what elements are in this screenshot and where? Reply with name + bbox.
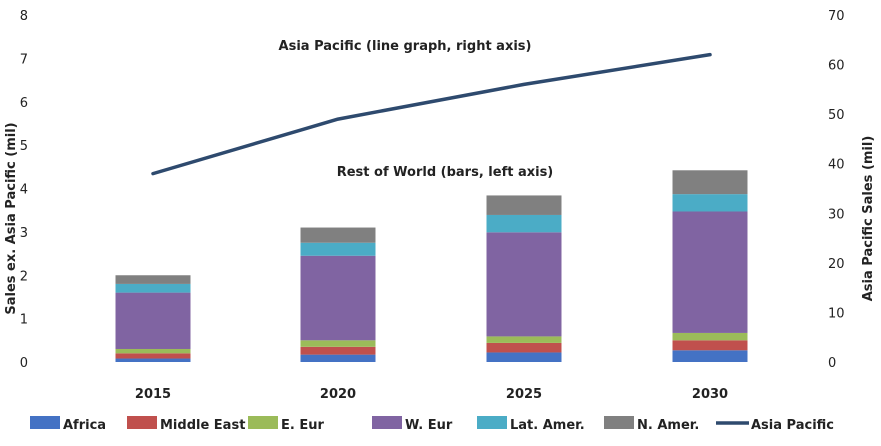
x-tick-label-2030: 2030 — [692, 387, 728, 402]
right-tick-label: 30 — [828, 207, 845, 222]
annotation-line: Asia Pacific (line graph, right axis) — [279, 39, 532, 54]
right-tick-label: 70 — [828, 9, 845, 24]
bar-segment-middle-east-2020 — [301, 347, 376, 355]
legend-label: Africa — [63, 418, 106, 433]
right-axis: 0 10 20 30 40 50 60 70 Asia Pacific Sales (mil) — [828, 9, 876, 371]
right-tick-label: 0 — [828, 356, 836, 371]
legend-label: E. Eur — [281, 418, 324, 433]
left-tick-label: 6 — [20, 96, 28, 111]
bar-segment-middle-east-2025 — [487, 343, 562, 353]
right-tick-label: 60 — [828, 59, 845, 74]
bar-segment-africa-2025 — [487, 352, 562, 362]
legend-swatch-w-eur — [372, 416, 402, 429]
bar-segment-africa-2020 — [301, 355, 376, 362]
left-tick-label: 4 — [20, 183, 28, 198]
left-axis: 0 1 2 3 4 5 6 7 8 Sales ex. Asia Pacific (mil) — [4, 9, 28, 371]
bar-segment-n-amer-2030 — [673, 170, 748, 194]
bar-segment-africa-2030 — [673, 350, 748, 362]
bar-layer — [116, 170, 748, 362]
bar-segment-e-eur-2025 — [487, 336, 562, 343]
x-axis: 2015 2020 2025 2030 — [135, 387, 728, 402]
right-tick-label: 10 — [828, 306, 845, 321]
bar-segment-w-eur-2020 — [301, 256, 376, 341]
legend: Africa Middle East E. Eur W. Eur Lat. Amer. N… — [30, 416, 834, 433]
legend-label: N. Amer. — [637, 418, 699, 433]
left-tick-label: 7 — [20, 52, 28, 67]
bar-segment-africa-2015 — [116, 359, 191, 362]
annotation-bars: Rest of World (bars, left axis) — [337, 165, 554, 180]
legend-swatch-e-eur — [248, 416, 278, 429]
bar-segment-w-eur-2025 — [487, 232, 562, 336]
left-tick-label: 2 — [20, 269, 28, 284]
bar-segment-middle-east-2030 — [673, 340, 748, 350]
bar-segment-w-eur-2015 — [116, 293, 191, 349]
legend-swatch-middle-east — [127, 416, 157, 429]
right-tick-label: 40 — [828, 158, 845, 173]
left-axis-title: Sales ex. Asia Pacific (mil) — [4, 122, 19, 314]
legend-label: Lat. Amer. — [510, 418, 585, 433]
right-tick-label: 50 — [828, 108, 845, 123]
bar-segment-w-eur-2030 — [673, 211, 748, 332]
legend-label: Middle East — [160, 418, 245, 433]
left-tick-label: 0 — [20, 356, 28, 371]
bar-segment-e-eur-2015 — [116, 349, 191, 353]
left-tick-label: 1 — [20, 313, 28, 328]
annotations: Asia Pacific (line graph, right axis) Res… — [279, 39, 554, 180]
legend-label: Asia Pacific — [751, 418, 834, 433]
bar-segment-n-amer-2020 — [301, 228, 376, 243]
x-tick-label-2020: 2020 — [320, 387, 356, 402]
left-tick-label: 5 — [20, 139, 28, 154]
x-tick-label-2025: 2025 — [506, 387, 542, 402]
bar-segment-lat-amer-2025 — [487, 215, 562, 232]
bar-segment-e-eur-2030 — [673, 333, 748, 340]
legend-swatch-n-amer — [604, 416, 634, 429]
legend-swatch-lat-amer — [477, 416, 507, 429]
legend-swatch-africa — [30, 416, 60, 429]
legend-label: W. Eur — [405, 418, 453, 433]
line-layer — [153, 55, 710, 174]
x-tick-label-2015: 2015 — [135, 387, 171, 402]
bar-segment-middle-east-2015 — [116, 353, 191, 358]
line-asia-pacific — [153, 55, 710, 174]
bar-segment-lat-amer-2030 — [673, 194, 748, 211]
right-tick-label: 20 — [828, 257, 845, 272]
bar-segment-n-amer-2025 — [487, 195, 562, 215]
bar-segment-lat-amer-2020 — [301, 243, 376, 256]
bar-segment-e-eur-2020 — [301, 340, 376, 347]
bar-segment-n-amer-2015 — [116, 275, 191, 284]
right-axis-title: Asia Pacific Sales (mil) — [861, 136, 876, 302]
left-tick-label: 8 — [20, 9, 28, 24]
left-tick-label: 3 — [20, 226, 28, 241]
bar-segment-lat-amer-2015 — [116, 284, 191, 293]
